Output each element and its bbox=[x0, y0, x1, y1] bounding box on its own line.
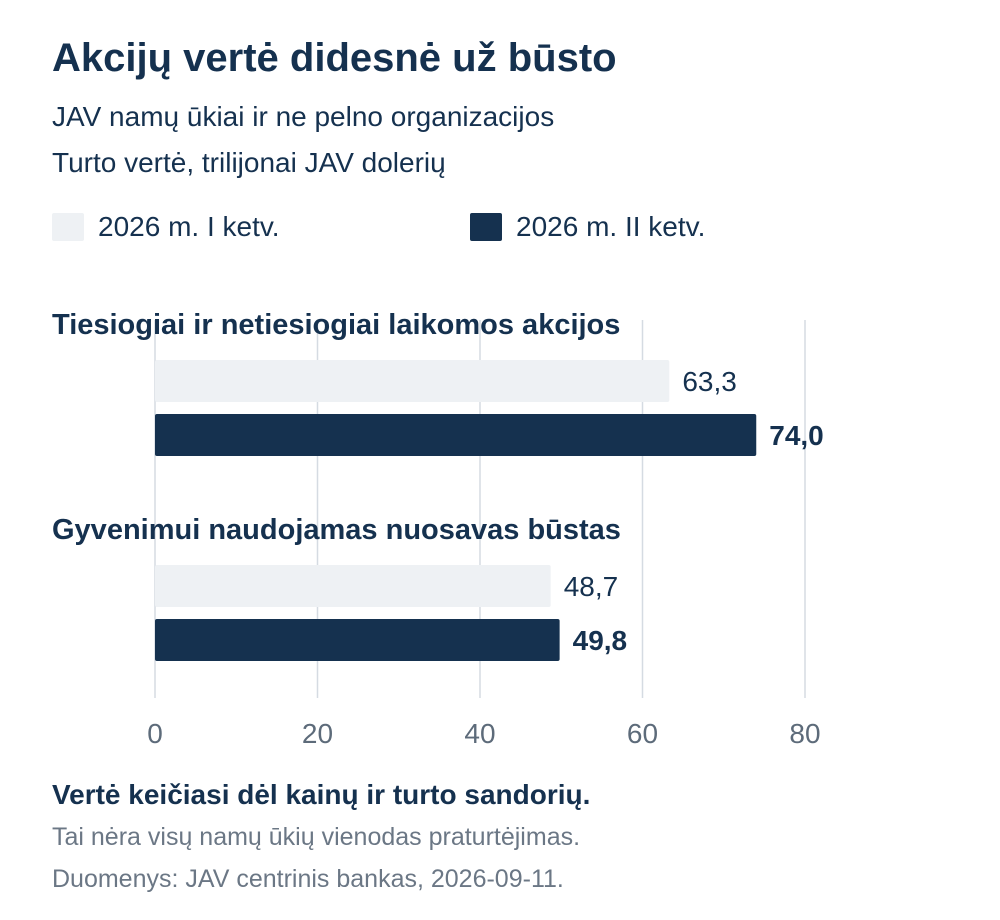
data-label: 49,8 bbox=[573, 625, 628, 656]
legend-swatch-q1 bbox=[52, 213, 84, 241]
chart-units: Turto vertė, trilijonai JAV dolerių bbox=[52, 147, 446, 178]
tick-label: 60 bbox=[627, 718, 658, 749]
legend-swatch-q2 bbox=[470, 213, 502, 241]
footer-note-bold: Vertė keičiasi dėl kainų ir turto sandor… bbox=[52, 779, 591, 810]
data-label: 74,0 bbox=[769, 420, 824, 451]
category-label: Gyvenimui naudojamas nuosavas būstas bbox=[52, 514, 621, 546]
data-label: 48,7 bbox=[564, 571, 619, 602]
legend-label-q1: 2026 m. I ketv. bbox=[98, 211, 280, 242]
bar bbox=[155, 565, 551, 607]
bar bbox=[155, 619, 560, 661]
category-label: Tiesiogiai ir netiesiogiai laikomos akci… bbox=[52, 309, 620, 341]
bar bbox=[155, 414, 757, 456]
source-note: Duomenys: JAV centrinis bankas, 2026-09-… bbox=[52, 865, 564, 893]
data-label: 63,3 bbox=[682, 366, 737, 397]
chart-title: Akcijų vertė didesnė už būsto bbox=[52, 36, 617, 80]
tick-label: 80 bbox=[789, 718, 820, 749]
tick-label: 20 bbox=[302, 718, 333, 749]
tick-label: 40 bbox=[464, 718, 495, 749]
footer-note: Tai nėra visų namų ūkių vienodas praturt… bbox=[52, 823, 581, 851]
tick-label: 0 bbox=[147, 718, 163, 749]
chart-subtitle: JAV namų ūkiai ir ne pelno organizacijos bbox=[52, 101, 555, 132]
legend-item-q2: 2026 m. II ketv. bbox=[470, 211, 706, 242]
legend-label-q2: 2026 m. II ketv. bbox=[516, 211, 706, 242]
legend-item-q1: 2026 m. I ketv. bbox=[52, 211, 280, 242]
bar bbox=[155, 360, 670, 402]
bar-chart: Tiesiogiai ir netiesiogiai laikomos akci… bbox=[52, 309, 824, 749]
